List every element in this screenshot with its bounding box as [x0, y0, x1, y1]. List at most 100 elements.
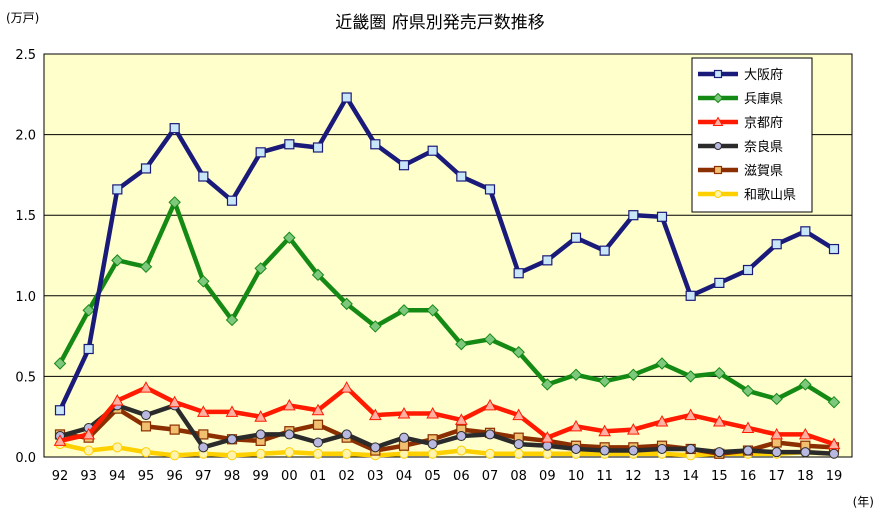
data-point: [313, 448, 323, 459]
data-point: [225, 313, 239, 327]
data-point: [714, 277, 725, 289]
data-point: [311, 268, 325, 282]
data-point: [368, 408, 382, 421]
data-point: [427, 145, 438, 156]
data-point: [684, 408, 698, 421]
data-point: [657, 443, 667, 454]
legend-label: 兵庫県: [744, 92, 783, 107]
data-point: [456, 445, 467, 456]
data-point: [741, 421, 755, 433]
data-point: [198, 171, 209, 182]
legend-item: 滋賀県: [698, 164, 783, 179]
data-point: [312, 419, 324, 430]
legend-label: 滋賀県: [744, 164, 783, 179]
data-point: [83, 343, 94, 355]
legend-label: 和歌山県: [744, 188, 796, 203]
data-point: [540, 431, 554, 443]
data-point: [829, 448, 839, 459]
data-point: [684, 370, 697, 383]
x-axis-unit-label: (年): [853, 495, 874, 509]
data-point: [255, 429, 266, 440]
x-tick-label: 11: [596, 469, 613, 484]
data-point: [512, 346, 525, 359]
data-point: [284, 139, 295, 150]
data-point: [82, 427, 96, 440]
data-point: [512, 408, 526, 421]
chart-title: 近畿圏 府県別発売戸数推移: [335, 13, 544, 33]
data-point: [713, 69, 723, 79]
data-point: [484, 184, 496, 195]
x-tick-label: 14: [682, 469, 699, 484]
x-axis: 92 93 94 95 96 97 98 99 00 01 02 03 04 05 06 07 08 09 10 11…: [52, 469, 843, 484]
data-point: [369, 320, 382, 333]
data-point: [399, 432, 409, 443]
data-point: [254, 262, 267, 275]
x-tick-label: 17: [768, 469, 785, 484]
data-point: [685, 290, 696, 301]
data-point: [742, 264, 754, 276]
series-group: [53, 92, 841, 461]
data-point: [225, 405, 239, 417]
legend-item: 和歌山県: [698, 188, 796, 203]
data-point: [254, 410, 268, 422]
data-point: [771, 447, 782, 458]
x-tick-label: 00: [281, 469, 298, 484]
data-point: [454, 413, 468, 425]
legend-label: 奈良県: [744, 139, 783, 155]
data-point: [485, 448, 495, 459]
x-tick-label: 96: [166, 469, 183, 484]
x-tick-label: 01: [310, 469, 327, 484]
data-point: [112, 184, 123, 195]
data-point: [370, 139, 381, 150]
y-tick-label: 1.0: [15, 290, 36, 305]
x-tick-label: 15: [711, 469, 728, 484]
x-tick-label: 02: [338, 469, 355, 484]
x-tick-label: 05: [424, 469, 441, 484]
data-point: [139, 381, 153, 393]
data-point: [714, 190, 722, 198]
data-point: [139, 260, 153, 273]
data-point: [227, 434, 237, 445]
data-point: [483, 333, 497, 346]
data-point: [713, 366, 726, 380]
data-point: [800, 226, 811, 237]
data-point: [827, 395, 841, 409]
data-point: [712, 116, 724, 126]
series-1: [54, 92, 840, 416]
data-point: [569, 419, 583, 432]
data-point: [714, 142, 722, 150]
x-tick-label: 94: [109, 469, 126, 484]
data-point: [53, 434, 67, 446]
x-tick-label: 98: [224, 469, 241, 484]
data-point: [655, 357, 669, 370]
data-point: [483, 398, 497, 411]
x-tick-label: 06: [453, 469, 470, 484]
legend-label: 大阪府: [744, 68, 783, 83]
data-point: [628, 210, 639, 221]
data-point: [397, 406, 411, 419]
data-point: [370, 442, 381, 453]
data-point: [341, 92, 352, 103]
data-point: [82, 304, 95, 317]
data-point: [598, 375, 611, 388]
data-point: [168, 395, 182, 408]
x-tick-label: 19: [826, 469, 843, 484]
y-axis-unit-label: (万戸): [6, 11, 39, 25]
data-point: [169, 123, 180, 134]
data-point: [226, 195, 238, 206]
legend-item: 兵庫県: [698, 92, 783, 107]
data-point: [541, 378, 554, 391]
data-point: [485, 429, 495, 440]
data-point: [340, 297, 353, 311]
series-3: [53, 381, 841, 450]
y-tick-label: 1.5: [15, 209, 36, 224]
x-tick-label: 12: [625, 469, 642, 484]
series-6: [55, 439, 839, 461]
series-line: [58, 200, 836, 405]
series-line: [59, 441, 835, 458]
data-point: [312, 142, 324, 153]
data-point: [140, 421, 152, 432]
x-tick-label: 18: [797, 469, 814, 484]
data-point: [714, 447, 725, 458]
series-line: [57, 95, 836, 412]
